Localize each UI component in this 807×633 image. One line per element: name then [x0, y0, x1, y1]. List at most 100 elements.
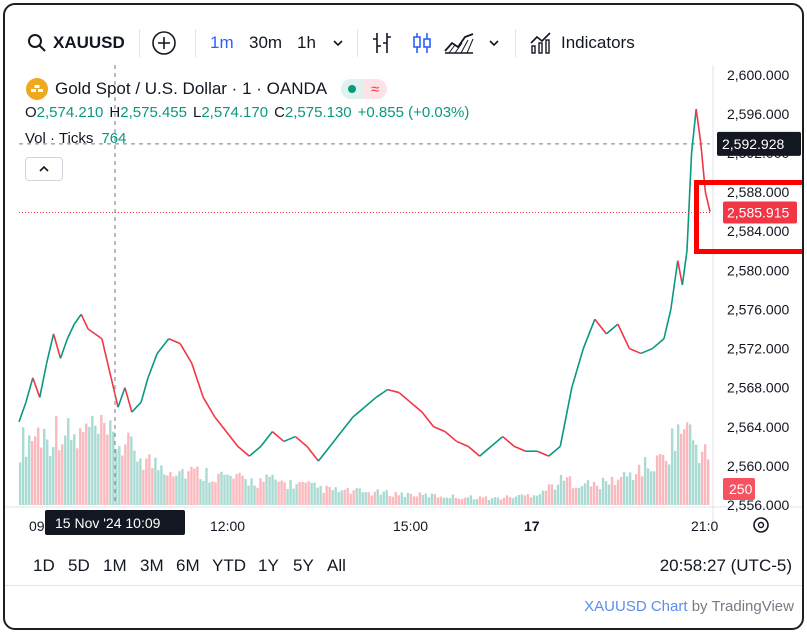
price-line-segment: [513, 445, 527, 452]
volume-bar: [160, 465, 163, 505]
range-5y[interactable]: 5Y: [293, 556, 314, 575]
price-line-segment: [283, 435, 296, 443]
collapse-legend-button[interactable]: [25, 157, 63, 181]
volume-badge: [723, 478, 755, 500]
interval-30m[interactable]: 30m: [249, 33, 283, 52]
range-5d[interactable]: 5D: [68, 556, 90, 575]
chevron-down-icon: [333, 40, 343, 47]
chart-window: XAUUSD 1m 30m 1h Indicators: [3, 3, 804, 630]
interval-1m[interactable]: 1m: [210, 33, 234, 52]
range-1d[interactable]: 1D: [33, 556, 55, 575]
volume-bar: [226, 474, 229, 505]
volume-bar: [424, 493, 427, 505]
volume-bar: [367, 492, 370, 505]
compare-symbol-button[interactable]: [151, 27, 177, 59]
price-line-segment: [617, 323, 631, 349]
high-value: 2,575.455: [120, 104, 187, 121]
chevron-up-icon: [39, 165, 49, 172]
price-line-segment: [214, 416, 227, 433]
volume-bar: [613, 484, 617, 505]
open-label: O: [25, 104, 37, 121]
market-open-badge: [341, 79, 364, 99]
price-line-segment: [433, 426, 446, 433]
price-line-segment: [651, 338, 665, 350]
volume-bar: [265, 474, 268, 505]
interval-1h[interactable]: 1h: [297, 33, 316, 52]
volume-bar: [55, 416, 58, 505]
price-line-segment: [410, 401, 423, 413]
volume-bar: [124, 444, 127, 505]
volume-bar: [151, 468, 154, 505]
price-line-segment: [306, 445, 320, 462]
volume-bar: [685, 422, 689, 505]
interval-dropdown[interactable]: [331, 27, 345, 59]
volume-bar: [454, 497, 458, 505]
volume-bar: [523, 495, 527, 505]
volume-bar: [166, 475, 169, 505]
price-line-segment: [398, 391, 412, 403]
x-tick-label: 17: [524, 518, 540, 534]
volume-bar: [517, 494, 521, 505]
candles-style-button[interactable]: [411, 27, 433, 59]
range-1m[interactable]: 1M: [103, 556, 127, 575]
volume-bar: [190, 466, 193, 505]
volume-bar: [601, 477, 605, 505]
volume-bar: [283, 482, 286, 505]
volume-bar: [43, 428, 46, 505]
price-line-segment: [147, 353, 158, 379]
volume-bar: [361, 492, 364, 505]
volume-bar: [331, 490, 334, 505]
volume-bar: [364, 492, 367, 505]
volume-bar: [337, 492, 340, 505]
range-ytd[interactable]: YTD: [212, 556, 246, 575]
toolbar-divider: [139, 29, 140, 57]
range-1y[interactable]: 1Y: [258, 556, 279, 575]
range-6m[interactable]: 6M: [176, 556, 200, 575]
tradingview-credit[interactable]: XAUUSD Chart by TradingView: [584, 598, 794, 615]
last-price-label: 2,585.915: [727, 204, 789, 220]
price-line-segment: [690, 108, 697, 154]
chart-style-dropdown[interactable]: [487, 27, 501, 59]
settings-gear-icon: [753, 517, 769, 533]
chart-pane[interactable]: 2,600.0002,596.0002,592.0002,588.0002,58…: [5, 65, 804, 535]
volume-bar: [391, 496, 394, 505]
volume-bar: [475, 499, 479, 505]
price-line-segment: [124, 387, 133, 413]
price-chart[interactable]: 2,600.0002,596.0002,592.0002,588.0002,58…: [5, 65, 804, 535]
volume-bar: [628, 472, 632, 505]
indicators-icon: [530, 32, 551, 54]
volume-bar: [520, 494, 524, 505]
volume-bar: [343, 489, 346, 505]
credit-symbol-link[interactable]: XAUUSD Chart: [584, 598, 688, 615]
volume-bar: [562, 480, 566, 505]
volume-bar: [667, 464, 671, 505]
volume-bar: [388, 496, 391, 505]
bar-style-button[interactable]: [371, 27, 393, 59]
volume-bar: [430, 493, 433, 505]
price-line-segment: [629, 347, 642, 355]
price-line-segment: [536, 450, 550, 457]
timezone-clock[interactable]: 20:58:27 (UTC-5): [659, 556, 792, 575]
plus-circle-icon: [152, 31, 176, 55]
volume-bar: [220, 471, 223, 505]
price-line-segment: [490, 435, 504, 447]
volume-bar: [268, 476, 271, 505]
volume-bar: [82, 432, 85, 505]
indicators-button[interactable]: Indicators: [529, 27, 635, 59]
area-style-button[interactable]: [443, 27, 475, 59]
symbol-search-button[interactable]: XAUUSD: [27, 27, 125, 59]
range-all[interactable]: All: [327, 556, 346, 575]
volume-bar: [31, 441, 34, 505]
crosshair-price-badge: [717, 131, 801, 156]
volume-bar: [133, 450, 136, 505]
volume-bar: [496, 497, 500, 505]
volume-bar: [478, 496, 482, 505]
price-line-segment: [502, 435, 515, 447]
volume-bar: [694, 444, 698, 505]
volume-bar: [346, 487, 349, 505]
range-3m[interactable]: 3M: [140, 556, 164, 575]
volume-bar: [61, 444, 64, 505]
volume-bar: [112, 431, 115, 505]
volume-bar: [664, 460, 668, 505]
price-line-segment: [73, 313, 82, 325]
